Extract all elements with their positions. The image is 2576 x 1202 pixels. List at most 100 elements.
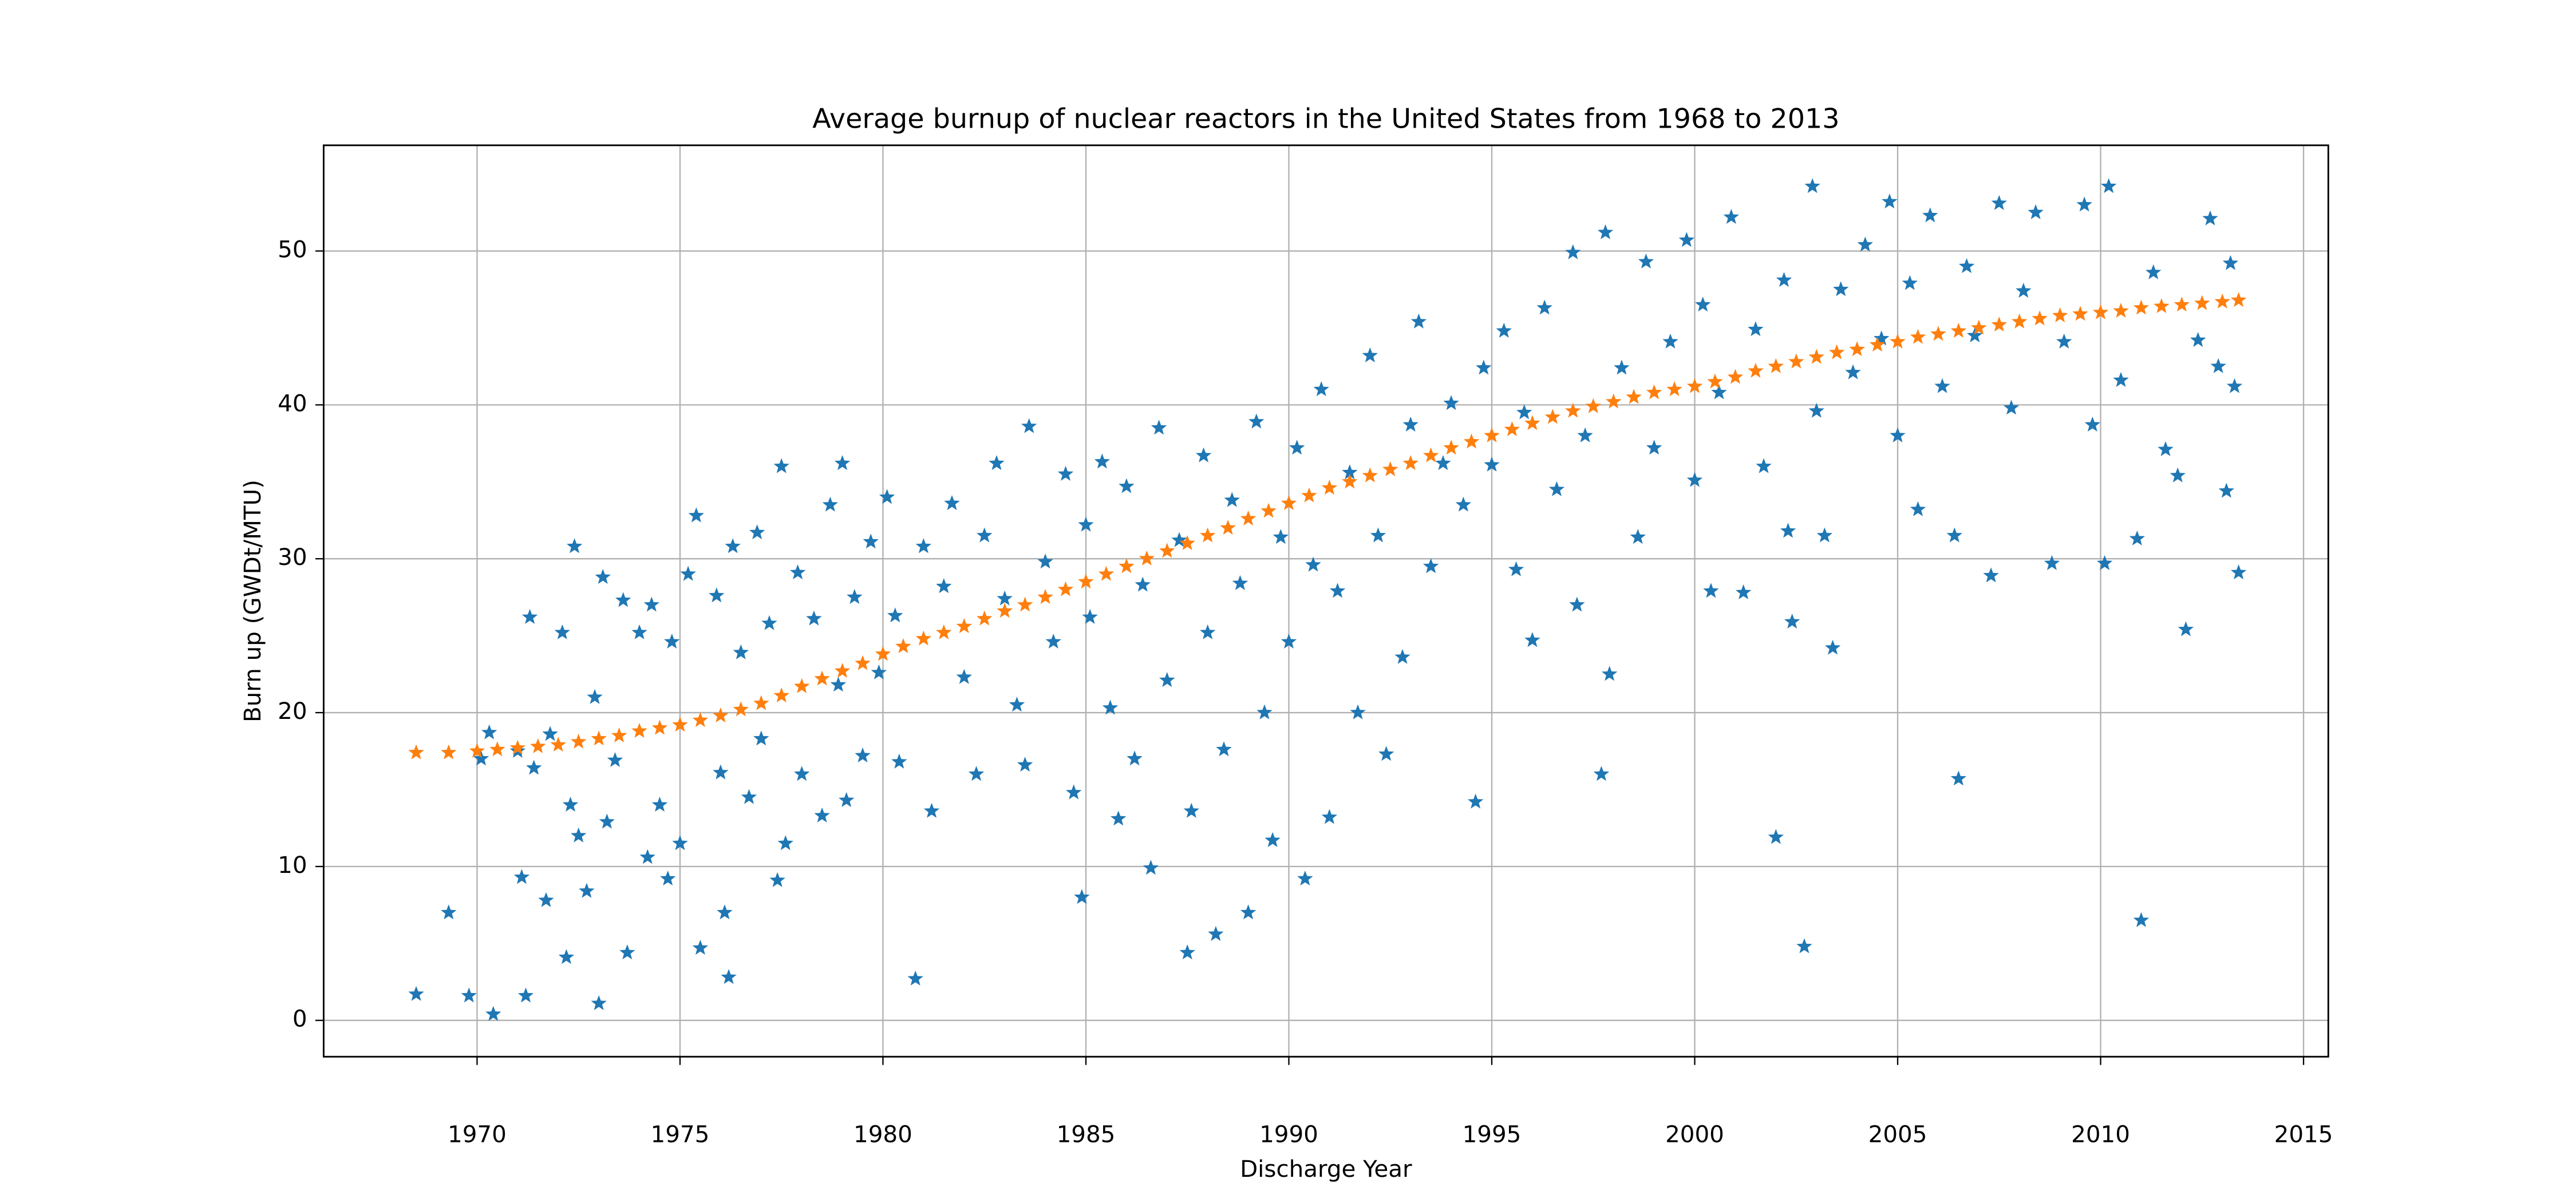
point [550,737,566,752]
point [1857,236,1874,252]
point [1411,313,1427,329]
point [1159,672,1175,687]
point [1723,208,1740,224]
point [2016,283,2032,298]
point [2190,332,2206,347]
point [607,752,623,768]
point [968,766,985,781]
point [1443,395,1459,410]
point [1224,492,1240,507]
point [1930,326,1946,341]
point [1467,793,1484,809]
point [1577,427,1593,442]
point [1021,418,1037,433]
point [1179,535,1195,550]
point [1756,458,1772,473]
point [793,678,810,694]
point [611,727,627,743]
point [1082,608,1098,624]
point [1017,757,1033,772]
point [1967,327,1983,343]
point [2084,416,2101,432]
point [834,455,851,470]
point [1402,416,1419,432]
chart-title: Average burnup of nuclear reactors in th… [812,104,1839,135]
point [1179,944,1195,960]
point [408,744,424,760]
point [1707,373,1723,389]
point [1849,341,1865,357]
point [725,538,741,553]
point [1037,553,1053,569]
point [1171,532,1187,547]
point [2174,296,2190,312]
point [1548,481,1565,496]
point [944,495,960,511]
point [2056,333,2072,349]
point [733,701,749,717]
point [1321,480,1338,495]
point [672,835,688,851]
point [1045,633,1061,649]
point [1646,440,1662,455]
point [1139,550,1155,566]
point [680,566,696,581]
point [1208,926,1224,941]
point [1159,543,1175,558]
point [461,987,477,1003]
point [599,813,615,829]
point [1078,516,1094,532]
point [814,807,830,823]
point [879,489,895,504]
point [1748,321,1764,337]
point [542,726,558,741]
point [1597,224,1614,239]
point [830,677,847,692]
point [871,664,887,679]
point [709,587,725,603]
point [1768,829,1784,844]
point [1784,614,1800,629]
point [1249,413,1265,429]
x-tick-label: 1980 [854,1121,912,1148]
point [521,608,538,624]
point [2158,441,2174,456]
point [1094,453,1111,469]
point [1257,704,1273,719]
point [1768,358,1784,373]
point [566,538,583,553]
point [2076,196,2092,212]
point [1776,272,1792,287]
point [923,802,940,818]
point [1394,649,1411,664]
point [1703,583,1719,598]
point [2096,555,2113,570]
point [1971,319,1987,335]
point [2154,298,2170,313]
point [1102,699,1119,715]
point [875,646,891,661]
point [741,789,757,804]
point [1074,889,1090,904]
point [1281,495,1297,511]
point [1423,447,1439,462]
point [2210,358,2226,373]
point [1151,420,1167,435]
point [517,987,534,1003]
point [2113,371,2129,388]
point [1220,520,1236,535]
point [814,670,830,686]
point [1321,809,1338,824]
point [651,719,668,735]
x-tick-label: 1985 [1057,1121,1116,1148]
point [688,507,704,523]
point [777,835,793,851]
x-axis-label: Discharge Year [1240,1156,1412,1183]
point [469,742,485,758]
point [769,872,785,887]
point [619,944,635,960]
point [1240,510,1257,525]
point [1678,232,1695,247]
point [664,633,680,649]
